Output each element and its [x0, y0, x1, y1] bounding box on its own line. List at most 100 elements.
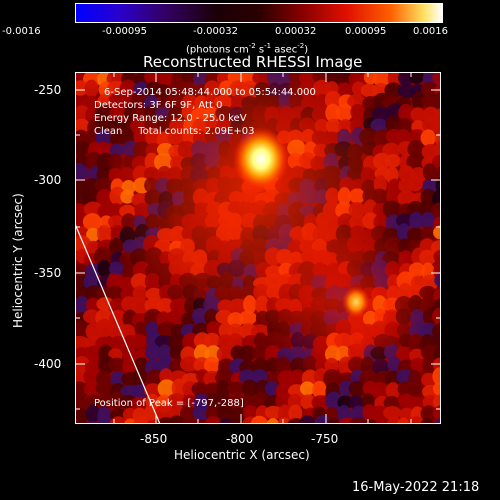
texture-blob: [203, 332, 221, 348]
texture-blob: [361, 419, 378, 424]
texture-blob: [75, 140, 91, 156]
texture-blob: [86, 227, 100, 243]
texture-blob: [398, 103, 414, 123]
texture-blob: [131, 297, 150, 315]
texture-blob: [75, 118, 90, 133]
y-tick-label: -250: [34, 83, 62, 97]
texture-blob: [93, 246, 113, 267]
texture-blob: [384, 82, 403, 99]
texture-blob: [410, 107, 426, 123]
rhessi-image-plot: [75, 72, 441, 424]
texture-blob: [205, 405, 220, 421]
texture-blob: [144, 404, 158, 422]
texture-blob: [433, 249, 441, 264]
y-tick-label: -350: [34, 266, 62, 280]
texture-blob: [385, 382, 400, 400]
texture-blob: [203, 356, 220, 374]
texture-blob: [299, 414, 316, 424]
texture-blob: [314, 415, 332, 424]
texture-blob: [75, 394, 87, 413]
texture-blob: [144, 344, 162, 361]
texture-blob: [300, 394, 316, 410]
texture-blob: [264, 380, 280, 396]
colorbar-unit-label: (photons cm-2 s-1 asec-2): [186, 42, 309, 56]
texture-blob: [83, 368, 99, 386]
x-tick-label: -850: [140, 432, 168, 446]
texture-blob: [250, 415, 268, 424]
colorbar-tick-label: 0.00032: [275, 26, 317, 37]
texture-blob: [108, 261, 125, 277]
texture-blob: [75, 335, 89, 350]
texture-blob: [407, 140, 425, 159]
texture-blob: [122, 356, 140, 374]
y-axis-label: Heliocentric Y (arcsec): [11, 193, 25, 328]
texture-blob: [132, 333, 147, 349]
texture-blob: [75, 320, 88, 340]
texture-blob: [396, 417, 410, 424]
texture-blob: [182, 394, 197, 410]
peak-position: Position of Peak = [-797,-288]: [94, 398, 244, 409]
colorbar-tick-label: -0.0016: [2, 26, 41, 37]
colorbar-tick-label: 0.0016: [413, 26, 448, 37]
texture-blob: [312, 380, 327, 399]
texture-blob: [338, 380, 353, 397]
texture-blob: [85, 297, 101, 313]
texture-blob: [146, 369, 164, 388]
texture-blob: [432, 307, 441, 325]
texture-blob: [97, 406, 112, 424]
texture-blob: [94, 116, 112, 134]
texture-blob: [109, 105, 128, 123]
texture-blob: [144, 72, 160, 85]
texture-blob: [133, 415, 150, 424]
emission-peak: [233, 127, 289, 191]
texture-blob: [75, 419, 89, 424]
texture-blob: [95, 381, 115, 396]
texture-blob: [372, 72, 391, 87]
texture-blob: [130, 397, 149, 411]
texture-blob: [181, 418, 198, 424]
texture-blob: [420, 212, 436, 229]
texture-blob: [95, 103, 115, 121]
texture-blob: [107, 323, 124, 339]
texture-blob: [411, 91, 425, 110]
texture-blob: [420, 405, 437, 422]
texture-blob: [432, 72, 441, 85]
texture-blob: [277, 417, 291, 424]
texture-blob: [275, 391, 293, 410]
texture-blob: [409, 211, 423, 231]
texture-blob: [434, 273, 441, 288]
texture-blob: [134, 357, 149, 372]
texture-blob: [134, 321, 151, 337]
texture-blob: [383, 406, 402, 420]
texture-blob: [96, 224, 113, 243]
texture-blob: [433, 140, 441, 159]
texture-blob: [370, 381, 389, 398]
texture-blob: [407, 396, 426, 412]
texture-blob: [85, 345, 102, 362]
texture-blob: [288, 404, 303, 423]
texture-blob: [383, 396, 400, 410]
texture-blob: [435, 417, 441, 424]
texture-blob: [167, 393, 187, 408]
texture-blob: [97, 419, 112, 424]
texture-blob: [155, 403, 174, 421]
texture-blob: [410, 357, 425, 372]
texture-blob: [238, 345, 256, 362]
texture-blob: [433, 225, 441, 240]
secondary-source: [342, 286, 370, 318]
colorbar: [75, 3, 443, 23]
texture-blob: [216, 379, 230, 399]
texture-blob: [95, 129, 112, 148]
texture-blob: [407, 416, 425, 424]
texture-blob: [75, 296, 90, 315]
texture-blob: [216, 345, 236, 363]
texture-blob: [216, 403, 233, 422]
texture-blob: [110, 335, 127, 353]
texture-blob: [167, 415, 186, 424]
texture-blob: [419, 249, 436, 266]
texture-blob: [300, 381, 315, 396]
texture-blob: [289, 369, 307, 387]
colorbar-tick-label: -0.00032: [193, 26, 238, 37]
texture-blob: [432, 92, 441, 110]
texture-blob: [191, 381, 207, 397]
